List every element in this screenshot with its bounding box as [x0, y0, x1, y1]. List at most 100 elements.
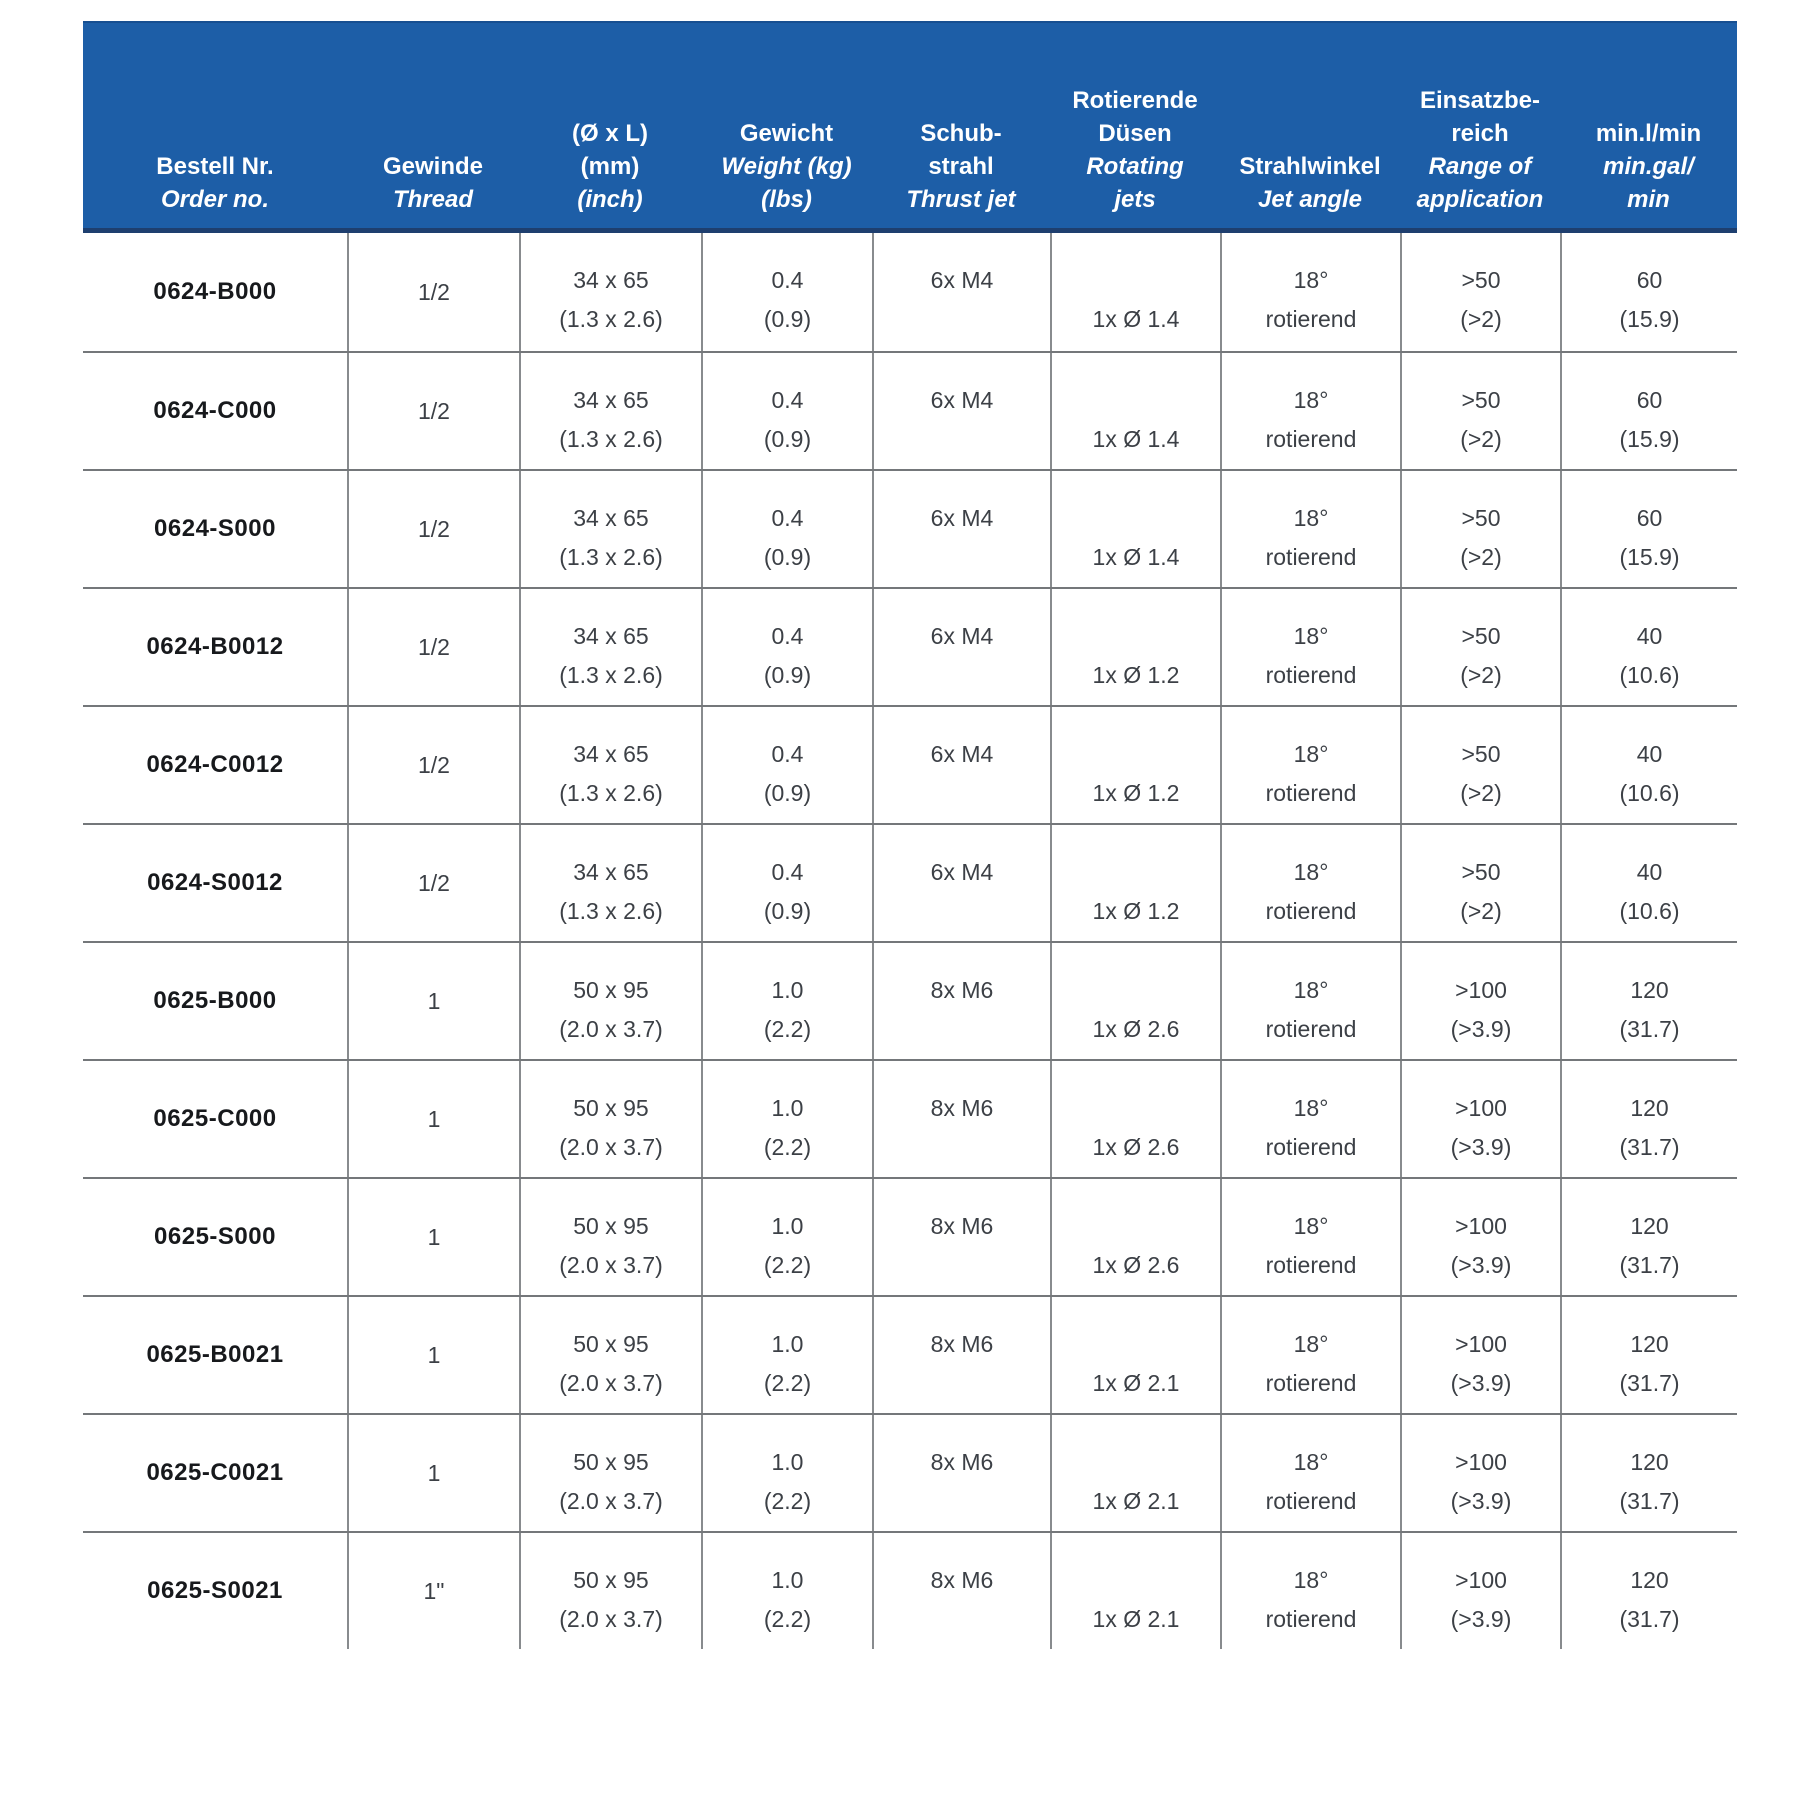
jet-angle-cell: 18° rotierend: [1220, 707, 1400, 823]
range-psi: (>2): [1460, 544, 1502, 570]
order-no: 0624-S0012: [147, 869, 283, 896]
table-row: 0625-C000 1 50 x 95 (2.0 x 3.7) 1.0 (2.2…: [83, 1059, 1737, 1177]
flow-cell: 120 (31.7): [1560, 1061, 1737, 1177]
jet-angle-mode: rotierend: [1265, 662, 1357, 688]
order-no: 0624-B0012: [146, 633, 284, 660]
empty-line: [1052, 261, 1220, 300]
jet-angle-mode: rotierend: [1265, 1134, 1357, 1160]
jet-angle-mode: rotierend: [1265, 1488, 1357, 1514]
range-cell: >100 (>3.9): [1400, 1179, 1560, 1295]
dimensions-cell: 50 x 95 (2.0 x 3.7): [519, 1297, 701, 1413]
thrust-jet-value: 8x M6: [930, 1331, 994, 1357]
dimensions-mm: 34 x 65: [573, 859, 649, 885]
order-no: 0625-C0021: [146, 1459, 284, 1486]
empty-line: [874, 1600, 1050, 1639]
range-cell: >50 (>2): [1400, 471, 1560, 587]
empty-line: [874, 656, 1050, 695]
dimensions-mm: 50 x 95: [573, 1567, 649, 1593]
weight-cell: 1.0 (2.2): [701, 1297, 872, 1413]
weight-kg: 1.0: [771, 1449, 804, 1475]
empty-line: [1052, 617, 1220, 656]
header-thread: Gewinde Thread: [347, 23, 519, 228]
thrust-jet-cell: 8x M6: [872, 1179, 1050, 1295]
table-row: 0625-B000 1 50 x 95 (2.0 x 3.7) 1.0 (2.2…: [83, 941, 1737, 1059]
thread-cell: 1: [347, 1061, 519, 1177]
jet-angle-cell: 18° rotierend: [1220, 825, 1400, 941]
jet-angle-cell: 18° rotierend: [1220, 1415, 1400, 1531]
header-line: Thread: [392, 186, 473, 213]
range-cell: >50 (>2): [1400, 825, 1560, 941]
weight-cell: 0.4 (0.9): [701, 233, 872, 351]
header-line: (lbs): [761, 186, 812, 213]
rotating-jets-cell: 1x Ø 1.2: [1050, 825, 1220, 941]
flow-cell: 40 (10.6): [1560, 825, 1737, 941]
dimensions-inch: (2.0 x 3.7): [559, 1252, 663, 1278]
weight-lbs: (2.2): [763, 1016, 812, 1042]
thrust-jet-value: 8x M6: [930, 1213, 994, 1239]
table-row: 0624-C000 1/2 34 x 65 (1.3 x 2.6) 0.4 (0…: [83, 351, 1737, 469]
jet-angle-degrees: 18°: [1293, 1095, 1329, 1121]
header-order-no: Bestell Nr. Order no.: [83, 23, 347, 228]
flow-lmin: 40: [1636, 859, 1663, 885]
order-no: 0625-B0021: [146, 1341, 284, 1368]
dimensions-cell: 50 x 95 (2.0 x 3.7): [519, 1415, 701, 1531]
dimensions-cell: 50 x 95 (2.0 x 3.7): [519, 1533, 701, 1649]
jet-angle-mode: rotierend: [1265, 1370, 1357, 1396]
jet-angle-cell: 18° rotierend: [1220, 353, 1400, 469]
product-spec-table: Bestell Nr. Order no. Gewinde Thread (Ø …: [83, 21, 1737, 1649]
flow-lmin: 40: [1636, 741, 1663, 767]
dimensions-inch: (1.3 x 2.6): [559, 426, 663, 452]
jet-angle-mode: rotierend: [1265, 1606, 1357, 1632]
jet-angle-mode: rotierend: [1265, 898, 1357, 924]
jet-angle-mode: rotierend: [1265, 426, 1357, 452]
jet-angle-degrees: 18°: [1293, 505, 1329, 531]
rotating-jets-value: 1x Ø 2.6: [1092, 1134, 1180, 1160]
range-bar: >50: [1461, 741, 1501, 767]
dimensions-mm: 50 x 95: [573, 1449, 649, 1475]
range-psi: (>3.9): [1450, 1016, 1512, 1042]
flow-cell: 120 (31.7): [1560, 1415, 1737, 1531]
table-row: 0624-S000 1/2 34 x 65 (1.3 x 2.6) 0.4 (0…: [83, 469, 1737, 587]
header-line: reich: [1451, 120, 1509, 147]
jet-angle-degrees: 18°: [1293, 267, 1329, 293]
weight-kg: 0.4: [771, 741, 804, 767]
rotating-jets-cell: 1x Ø 2.6: [1050, 1179, 1220, 1295]
weight-kg: 0.4: [771, 505, 804, 531]
thread-cell: 1: [347, 943, 519, 1059]
empty-line: [1052, 971, 1220, 1010]
jet-angle-cell: 18° rotierend: [1220, 589, 1400, 705]
thrust-jet-cell: 8x M6: [872, 1415, 1050, 1531]
weight-cell: 0.4 (0.9): [701, 825, 872, 941]
range-psi: (>3.9): [1450, 1488, 1512, 1514]
empty-line: [874, 1010, 1050, 1049]
jet-angle-degrees: 18°: [1293, 977, 1329, 1003]
range-psi: (>2): [1460, 898, 1502, 924]
header-flow: min.l/min min.gal/ min: [1560, 23, 1737, 228]
flow-lmin: 60: [1636, 505, 1663, 531]
dimensions-cell: 50 x 95 (2.0 x 3.7): [519, 943, 701, 1059]
jet-angle-mode: rotierend: [1265, 544, 1357, 570]
weight-kg: 0.4: [771, 387, 804, 413]
range-bar: >50: [1461, 387, 1501, 413]
weight-lbs: (2.2): [763, 1488, 812, 1514]
dimensions-mm: 34 x 65: [573, 505, 649, 531]
range-bar: >50: [1461, 267, 1501, 293]
range-cell: >50 (>2): [1400, 707, 1560, 823]
rotating-jets-value: 1x Ø 1.2: [1092, 780, 1180, 806]
weight-lbs: (0.9): [763, 426, 812, 452]
weight-lbs: (2.2): [763, 1252, 812, 1278]
order-no-cell: 0625-S000: [83, 1179, 347, 1295]
range-cell: >100 (>3.9): [1400, 1415, 1560, 1531]
jet-angle-mode: rotierend: [1265, 1252, 1357, 1278]
table-row: 0624-B0012 1/2 34 x 65 (1.3 x 2.6) 0.4 (…: [83, 587, 1737, 705]
header-dimensions: (Ø x L) (mm) (inch): [519, 23, 701, 228]
thread-value: 1/2: [418, 515, 450, 542]
empty-line: [874, 1246, 1050, 1285]
empty-line: [874, 420, 1050, 459]
weight-cell: 1.0 (2.2): [701, 1415, 872, 1531]
range-bar: >100: [1455, 1331, 1507, 1357]
range-cell: >100 (>3.9): [1400, 1297, 1560, 1413]
thrust-jet-cell: 8x M6: [872, 1061, 1050, 1177]
weight-cell: 1.0 (2.2): [701, 943, 872, 1059]
